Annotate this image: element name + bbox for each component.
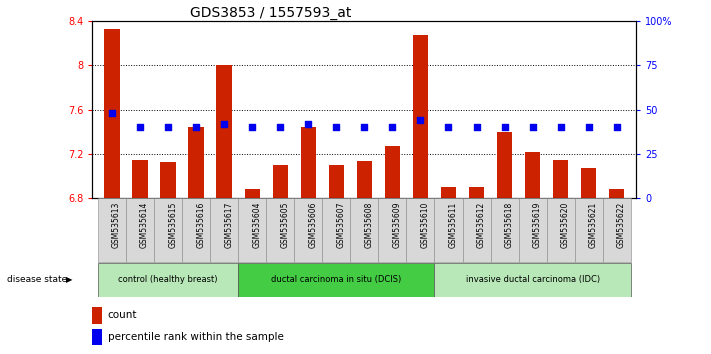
Text: GSM535606: GSM535606 xyxy=(309,201,317,248)
Point xyxy=(471,125,482,130)
Point xyxy=(527,125,538,130)
Point xyxy=(274,125,286,130)
Bar xyxy=(92,307,102,324)
Text: GSM535616: GSM535616 xyxy=(196,201,205,248)
Point xyxy=(162,125,173,130)
Point xyxy=(387,125,398,130)
Text: GSM535609: GSM535609 xyxy=(392,201,402,248)
FancyBboxPatch shape xyxy=(210,198,238,262)
Bar xyxy=(581,169,597,198)
Bar xyxy=(301,127,316,198)
FancyBboxPatch shape xyxy=(463,198,491,262)
Point xyxy=(415,118,426,123)
FancyBboxPatch shape xyxy=(547,198,574,262)
Text: GSM535613: GSM535613 xyxy=(112,201,121,248)
FancyBboxPatch shape xyxy=(154,198,182,262)
Text: GSM535620: GSM535620 xyxy=(561,201,570,248)
FancyBboxPatch shape xyxy=(378,198,407,262)
Text: GSM535619: GSM535619 xyxy=(533,201,542,248)
Text: GSM535604: GSM535604 xyxy=(252,201,261,248)
Text: GSM535615: GSM535615 xyxy=(168,201,177,248)
Point xyxy=(499,125,510,130)
Text: count: count xyxy=(107,310,137,320)
Bar xyxy=(216,65,232,198)
FancyBboxPatch shape xyxy=(407,198,434,262)
FancyBboxPatch shape xyxy=(182,198,210,262)
Bar xyxy=(525,152,540,198)
FancyBboxPatch shape xyxy=(518,198,547,262)
Bar xyxy=(92,329,102,345)
Text: GDS3853 / 1557593_at: GDS3853 / 1557593_at xyxy=(191,6,352,20)
FancyBboxPatch shape xyxy=(238,263,434,297)
FancyBboxPatch shape xyxy=(603,198,631,262)
Text: GSM535617: GSM535617 xyxy=(224,201,233,248)
Bar xyxy=(553,160,568,198)
Text: GSM535618: GSM535618 xyxy=(505,201,513,248)
Text: GSM535605: GSM535605 xyxy=(280,201,289,248)
Bar xyxy=(497,132,513,198)
Bar xyxy=(188,127,204,198)
Bar xyxy=(105,29,119,198)
Text: GSM535621: GSM535621 xyxy=(589,201,598,248)
FancyBboxPatch shape xyxy=(434,198,463,262)
Bar xyxy=(357,161,372,198)
FancyBboxPatch shape xyxy=(98,198,126,262)
FancyBboxPatch shape xyxy=(574,198,603,262)
Point xyxy=(331,125,342,130)
Bar xyxy=(441,187,456,198)
Text: disease state: disease state xyxy=(7,275,68,284)
Text: GSM535608: GSM535608 xyxy=(364,201,373,248)
FancyBboxPatch shape xyxy=(351,198,378,262)
Text: GSM535612: GSM535612 xyxy=(476,201,486,248)
Point xyxy=(611,125,622,130)
FancyBboxPatch shape xyxy=(294,198,322,262)
Text: control (healthy breast): control (healthy breast) xyxy=(118,275,218,284)
FancyBboxPatch shape xyxy=(266,198,294,262)
Point xyxy=(107,110,118,116)
Bar xyxy=(272,165,288,198)
Bar xyxy=(413,35,428,198)
FancyBboxPatch shape xyxy=(238,198,266,262)
Text: ▶: ▶ xyxy=(66,275,73,284)
Point xyxy=(134,125,146,130)
Point xyxy=(303,121,314,127)
Point xyxy=(443,125,454,130)
Bar xyxy=(245,189,260,198)
Point xyxy=(555,125,567,130)
Point xyxy=(218,121,230,127)
FancyBboxPatch shape xyxy=(98,263,238,297)
Text: ductal carcinoma in situ (DCIS): ductal carcinoma in situ (DCIS) xyxy=(271,275,402,284)
Bar xyxy=(132,160,148,198)
FancyBboxPatch shape xyxy=(322,198,351,262)
Point xyxy=(583,125,594,130)
Bar xyxy=(469,187,484,198)
Point xyxy=(247,125,258,130)
Text: invasive ductal carcinoma (IDC): invasive ductal carcinoma (IDC) xyxy=(466,275,599,284)
Bar xyxy=(161,162,176,198)
FancyBboxPatch shape xyxy=(126,198,154,262)
FancyBboxPatch shape xyxy=(491,198,518,262)
Point xyxy=(358,125,370,130)
Bar xyxy=(328,165,344,198)
Text: percentile rank within the sample: percentile rank within the sample xyxy=(107,332,284,342)
Text: GSM535611: GSM535611 xyxy=(449,201,457,248)
Point xyxy=(191,125,202,130)
Text: GSM535622: GSM535622 xyxy=(616,201,626,248)
Text: GSM535610: GSM535610 xyxy=(420,201,429,248)
Bar xyxy=(609,189,624,198)
Text: GSM535607: GSM535607 xyxy=(336,201,346,248)
Text: GSM535614: GSM535614 xyxy=(140,201,149,248)
FancyBboxPatch shape xyxy=(434,263,631,297)
Bar xyxy=(385,146,400,198)
